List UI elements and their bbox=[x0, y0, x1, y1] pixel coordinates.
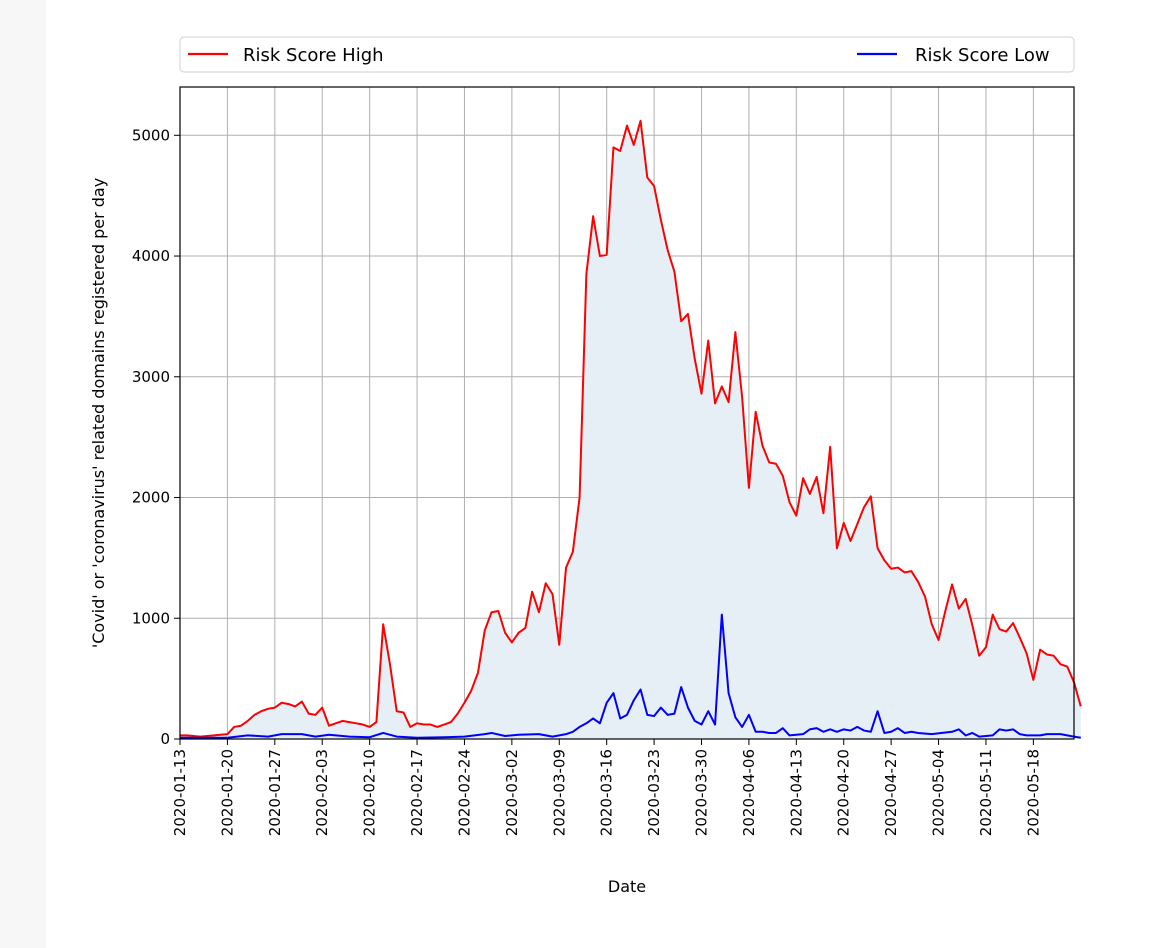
x-axis-ticks: 2020-01-13 2020-01-20 2020-01-27 2020-02-03… bbox=[171, 739, 1042, 836]
x-tick-label: 2020-05-04 bbox=[930, 749, 948, 836]
notebook-output-cell: 2020-01-13 2020-01-20 2020-01-27 2020-02-03… bbox=[46, 0, 1154, 948]
series-line-risk-score-low bbox=[180, 613, 1081, 739]
legend-box bbox=[179, 36, 1075, 73]
series-line-risk-score-high bbox=[180, 119, 1082, 738]
y-tick-label: 0 bbox=[160, 730, 170, 748]
x-tick-label: 2020-04-06 bbox=[740, 749, 758, 836]
x-tick-label: 2020-01-20 bbox=[218, 749, 236, 836]
x-tick-label: 2020-03-23 bbox=[645, 749, 663, 836]
y-tick-label: 4000 bbox=[132, 247, 170, 265]
x-axis-title: Date bbox=[608, 877, 646, 896]
x-tick-label: 2020-02-03 bbox=[313, 749, 331, 836]
x-tick-label: 2020-04-20 bbox=[835, 749, 853, 836]
y-tick-label: 1000 bbox=[132, 609, 170, 627]
x-tick-label: 2020-05-18 bbox=[1024, 749, 1042, 836]
x-tick-label: 2020-01-13 bbox=[171, 749, 189, 836]
line-chart: 2020-01-13 2020-01-20 2020-01-27 2020-02-03… bbox=[89, 36, 1082, 896]
y-tick-label: 5000 bbox=[132, 126, 170, 144]
series-lines bbox=[180, 119, 1082, 739]
area-fill-risk-score-high bbox=[180, 120, 1081, 739]
x-tick-label: 2020-03-09 bbox=[550, 749, 568, 836]
plot-frame bbox=[179, 86, 1075, 740]
y-axis-title: 'Covid' or 'coronavirus' related domains… bbox=[89, 178, 108, 648]
x-tick-label: 2020-01-27 bbox=[266, 749, 284, 836]
y-tick-label: 2000 bbox=[132, 489, 170, 507]
x-tick-label: 2020-02-17 bbox=[408, 749, 426, 836]
legend-label-risk-score-high: Risk Score High bbox=[243, 45, 384, 66]
y-axis-ticks: 0 1000 2000 3000 4000 5000 bbox=[132, 126, 180, 748]
x-tick-label: 2020-02-24 bbox=[455, 749, 473, 836]
legend: Risk Score High Risk Score Low bbox=[179, 36, 1075, 73]
x-tick-label: 2020-04-27 bbox=[882, 749, 900, 836]
x-tick-label: 2020-03-02 bbox=[503, 749, 521, 836]
x-tick-label: 2020-05-11 bbox=[977, 749, 995, 836]
legend-label-risk-score-low: Risk Score Low bbox=[915, 45, 1050, 66]
x-tick-label: 2020-03-16 bbox=[598, 749, 616, 836]
x-tick-label: 2020-03-30 bbox=[693, 749, 711, 836]
x-tick-label: 2020-02-10 bbox=[361, 749, 379, 836]
x-tick-label: 2020-04-13 bbox=[787, 749, 805, 836]
y-tick-label: 3000 bbox=[132, 368, 170, 386]
